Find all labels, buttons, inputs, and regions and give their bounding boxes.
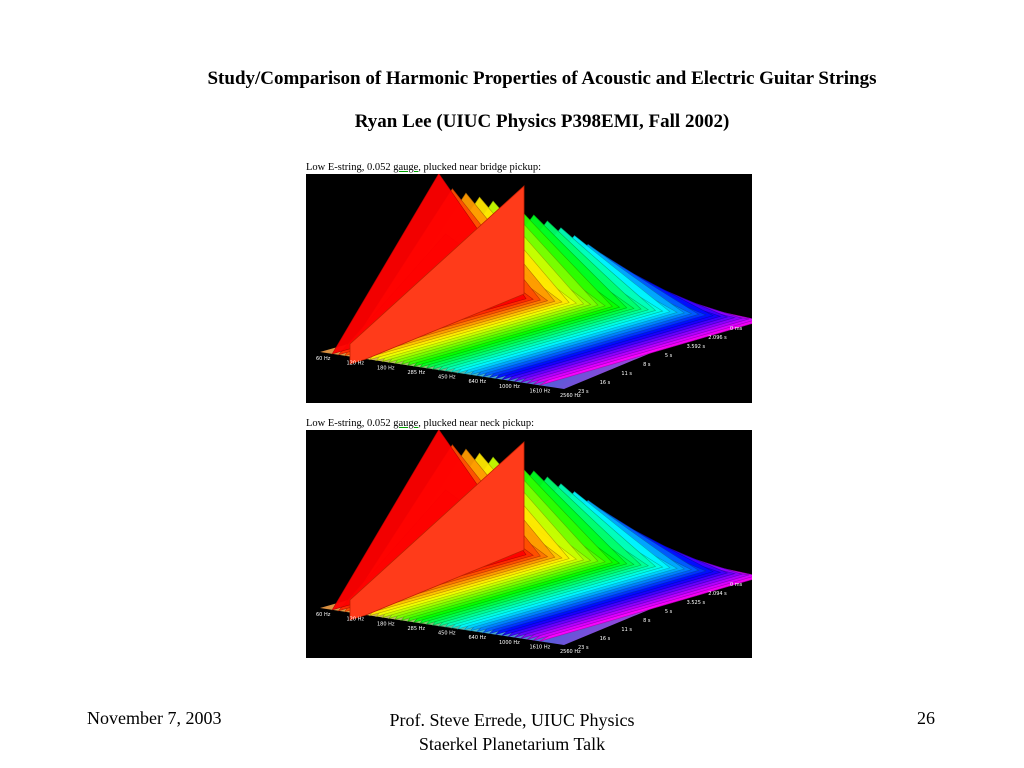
slide-title: Study/Comparison of Harmonic Properties …	[207, 68, 877, 89]
footer-credit: Prof. Steve Errede, UIUC Physics Staerke…	[0, 708, 1024, 756]
slide-subtitle: Ryan Lee (UIUC Physics P398EMI, Fall 200…	[354, 111, 730, 132]
freq-tick-label: 450 Hz	[438, 631, 456, 637]
freq-tick-label: 2560 Hz	[560, 393, 581, 399]
footer-credit-line1: Prof. Steve Errede, UIUC Physics	[389, 710, 635, 730]
freq-tick-label: 285 Hz	[408, 626, 426, 632]
freq-tick-label: 1000 Hz	[499, 384, 520, 390]
panel-caption-neck: Low E-string, 0.052 gauge, plucked near …	[306, 417, 752, 430]
time-tick-label: 0 ms	[730, 326, 743, 332]
freq-tick-label: 1610 Hz	[530, 644, 551, 650]
freq-tick-label: 640 Hz	[469, 379, 487, 385]
caption-link[interactable]: gauge	[393, 418, 419, 429]
waterfall-svg: 60 Hz 120 Hz 180 Hz 285 Hz 450 Hz 640 Hz 1000 …	[316, 430, 752, 655]
waterfall-svg: 60 Hz 120 Hz 180 Hz 285 Hz 450 Hz 640 Hz 1000 …	[316, 174, 752, 399]
freq-tick-label: 450 Hz	[438, 375, 456, 381]
caption-text: Low E-string, 0.052	[306, 162, 394, 173]
waterfall-plot-bridge: 60 Hz 120 Hz 180 Hz 285 Hz 450 Hz 640 Hz 1000 …	[306, 174, 752, 403]
freq-tick-label: 60 Hz	[316, 356, 331, 362]
caption-text: Low E-string, 0.052	[306, 418, 394, 429]
freq-tick-label: 2560 Hz	[560, 649, 581, 655]
footer-credit-line2: Staerkel Planetarium Talk	[418, 734, 606, 754]
time-tick-label: 23 s	[578, 645, 589, 651]
freq-tick-label: 180 Hz	[377, 621, 395, 627]
freq-tick-label: 120 Hz	[347, 617, 365, 623]
time-tick-label: 11 s	[621, 371, 632, 377]
time-tick-label: 2.094 s	[708, 591, 727, 597]
caption-text: , plucked near bridge pickup:	[418, 162, 542, 173]
time-tick-label: 3.592 s	[687, 344, 706, 350]
fundamental-wall	[349, 185, 525, 365]
time-tick-label: 2.096 s	[708, 335, 727, 341]
footer-date: November 7, 2003	[87, 708, 222, 728]
time-tick-label: 23 s	[578, 389, 589, 395]
time-tick-label: 8 s	[643, 618, 651, 624]
time-tick-label: 11 s	[621, 627, 632, 633]
time-tick-label: 0 ms	[730, 582, 743, 588]
caption-link[interactable]: gauge	[393, 162, 419, 173]
time-tick-label: 5 s	[665, 609, 673, 615]
panel-caption-bridge: Low E-string, 0.052 gauge, plucked near …	[306, 161, 752, 174]
time-tick-label: 16 s	[600, 380, 611, 386]
freq-tick-label: 640 Hz	[469, 635, 487, 641]
spectrogram-panel-bridge: Low E-string, 0.052 gauge, plucked near …	[306, 161, 752, 403]
time-tick-label: 3.525 s	[687, 600, 706, 606]
fundamental-wall	[349, 441, 525, 621]
freq-tick-label: 1000 Hz	[499, 640, 520, 646]
freq-tick-label: 60 Hz	[316, 612, 331, 618]
page-number: 26	[917, 708, 935, 728]
freq-tick-label: 120 Hz	[347, 361, 365, 367]
time-tick-label: 5 s	[665, 353, 673, 359]
time-tick-label: 16 s	[600, 636, 611, 642]
waterfall-plot-neck: 60 Hz 120 Hz 180 Hz 285 Hz 450 Hz 640 Hz 1000 …	[306, 430, 752, 658]
freq-tick-label: 1610 Hz	[530, 388, 551, 394]
freq-tick-label: 180 Hz	[377, 365, 395, 371]
spectrogram-panel-neck: Low E-string, 0.052 gauge, plucked near …	[306, 417, 752, 658]
time-tick-label: 8 s	[643, 362, 651, 368]
freq-tick-label: 285 Hz	[408, 370, 426, 376]
caption-text: , plucked near neck pickup:	[418, 418, 535, 429]
